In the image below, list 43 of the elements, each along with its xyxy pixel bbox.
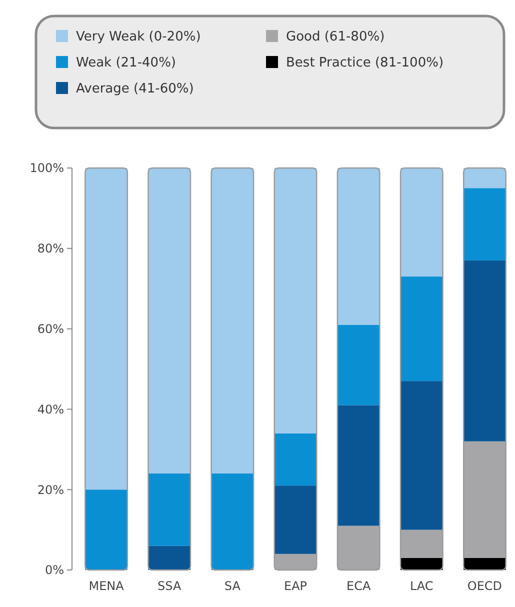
- bar: [464, 168, 506, 188]
- bar: [211, 168, 254, 474]
- bar: [400, 168, 443, 277]
- legend-label: Good (61-80%): [286, 30, 385, 45]
- x-tick-label: ECA: [346, 579, 372, 593]
- y-tick-label: 80%: [37, 242, 64, 256]
- bar: [400, 276, 443, 382]
- bar: [274, 168, 317, 434]
- bar: [274, 486, 317, 554]
- x-tick-label: SA: [224, 579, 242, 593]
- bar: [85, 490, 128, 570]
- bar: [337, 324, 380, 406]
- bar: [337, 405, 380, 526]
- x-tick-label: EAP: [284, 579, 308, 593]
- y-tick-label: 0%: [44, 563, 64, 578]
- bar: [464, 260, 506, 442]
- legend-label: Best Practice (81-100%): [286, 56, 444, 71]
- legend-label: Very Weak (0-20%): [76, 30, 201, 45]
- bar: [274, 433, 317, 486]
- y-tick-label: 40%: [37, 402, 64, 416]
- bar: [400, 530, 443, 558]
- legend-label: Average (41-60%): [76, 82, 194, 97]
- bar: [211, 474, 254, 570]
- bar: [148, 474, 190, 546]
- x-tick-label: MENA: [88, 579, 125, 593]
- y-tick-label: 20%: [37, 482, 64, 497]
- bar: [464, 441, 506, 558]
- x-tick-label: LAC: [410, 579, 434, 593]
- bar: [85, 168, 128, 490]
- bar: [148, 546, 190, 570]
- bar: [337, 526, 380, 570]
- x-tick-label: OECD: [467, 579, 502, 593]
- bar: [464, 558, 506, 570]
- bar: [274, 554, 317, 570]
- legend-label: Weak (21-40%): [76, 56, 176, 71]
- y-tick-label: 60%: [37, 322, 64, 336]
- bar: [464, 188, 506, 260]
- x-tick-label: SSA: [158, 579, 182, 593]
- bar: [148, 168, 190, 474]
- bar: [400, 381, 443, 530]
- bar: [337, 168, 380, 325]
- bar: [400, 558, 443, 570]
- y-tick-label: 100%: [30, 161, 64, 176]
